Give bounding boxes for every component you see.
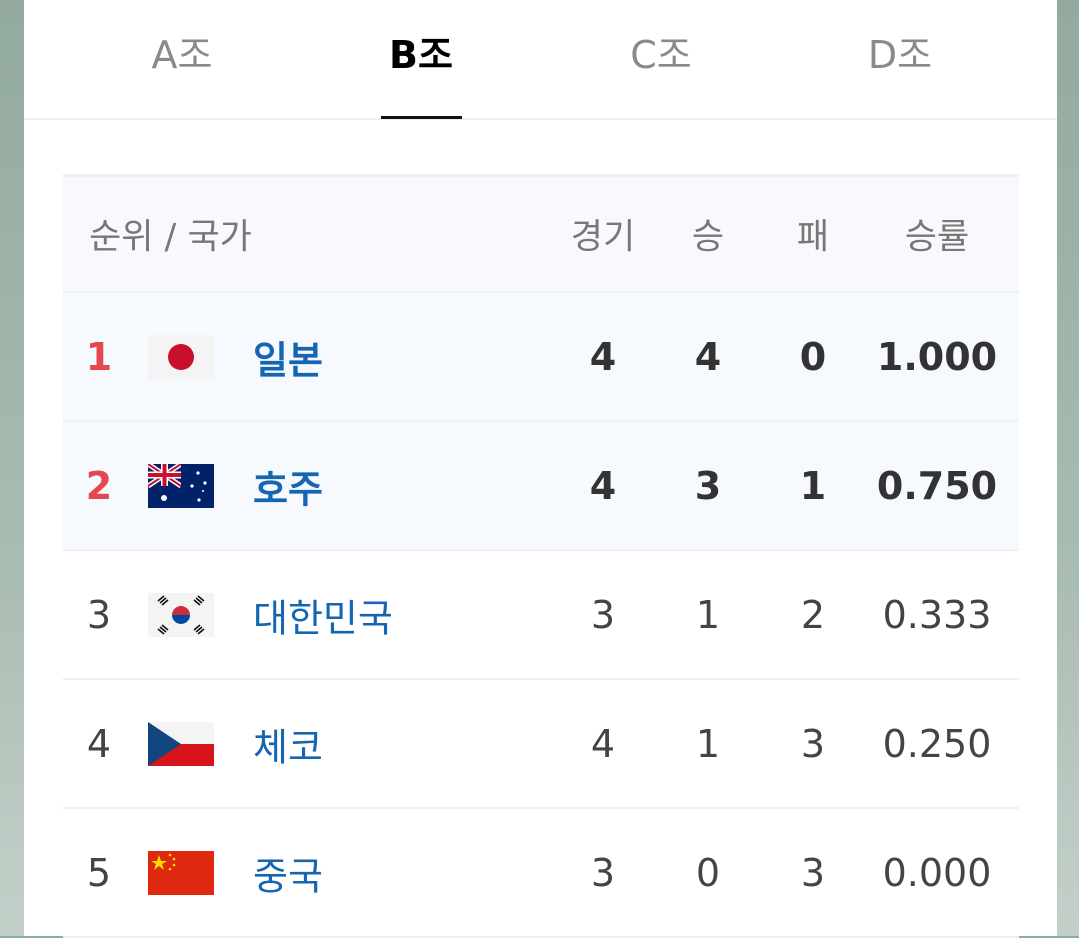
rank: 3 — [86, 592, 112, 637]
wins: 0 — [695, 850, 721, 895]
wins: 4 — [694, 334, 722, 379]
table-header: 순위 / 국가 경기 승 패 승률 — [63, 174, 1019, 291]
win-pct: 0.333 — [882, 592, 992, 637]
header-pct: 승률 — [904, 217, 970, 258]
games: 4 — [589, 334, 617, 379]
active-tab-indicator — [381, 116, 462, 119]
games: 3 — [590, 850, 616, 895]
team-name[interactable]: 호주 — [253, 467, 323, 511]
table-row[interactable]: 3 대한민국 3 1 2 0.333 — [63, 549, 1019, 678]
table-row[interactable]: 5 중국 3 0 3 0.000 — [63, 807, 1019, 938]
wins: 1 — [695, 592, 721, 637]
team-name[interactable]: 체코 — [253, 725, 323, 769]
losses: 3 — [800, 721, 826, 766]
standings-card: A조 B조 C조 D조 순위 / 국가 경기 승 패 승률 1 일본 4 4 0… — [24, 0, 1057, 938]
china-flag-icon — [148, 850, 214, 895]
wins: 3 — [694, 463, 722, 508]
team-name[interactable]: 중국 — [253, 854, 323, 898]
tab-group-d[interactable]: D조 — [867, 33, 933, 77]
win-pct: 0.250 — [882, 721, 992, 766]
table-row[interactable]: 1 일본 4 4 0 1.000 — [63, 291, 1019, 420]
header-losses: 패 — [796, 217, 830, 258]
win-pct: 1.000 — [876, 334, 998, 379]
rank: 5 — [86, 850, 112, 895]
games: 3 — [590, 592, 616, 637]
tab-group-a[interactable]: A조 — [151, 33, 213, 77]
games: 4 — [590, 721, 616, 766]
japan-flag-icon — [148, 334, 214, 379]
win-pct: 0.000 — [882, 850, 992, 895]
header-team: 순위 / 국가 — [89, 217, 252, 258]
losses: 0 — [799, 334, 827, 379]
win-pct: 0.750 — [876, 463, 998, 508]
australia-flag-icon — [148, 463, 214, 508]
losses: 1 — [799, 463, 827, 508]
tab-group-c[interactable]: C조 — [630, 33, 692, 77]
rank: 4 — [86, 721, 112, 766]
wins: 1 — [695, 721, 721, 766]
games: 4 — [589, 463, 617, 508]
tab-group-b[interactable]: B조 — [389, 33, 453, 77]
team-name[interactable]: 대한민국 — [253, 596, 393, 640]
table-row[interactable]: 4 체코 4 1 3 0.250 — [63, 678, 1019, 807]
header-wins: 승 — [691, 217, 725, 258]
rank: 1 — [85, 334, 113, 379]
czech-flag-icon — [148, 721, 214, 766]
group-tabs: A조 B조 C조 D조 — [24, 0, 1057, 120]
header-games: 경기 — [570, 217, 636, 258]
losses: 2 — [800, 592, 826, 637]
south-korea-flag-icon — [148, 592, 214, 637]
table-row[interactable]: 2 호주 4 3 1 0.750 — [63, 420, 1019, 549]
losses: 3 — [800, 850, 826, 895]
rank: 2 — [85, 463, 113, 508]
standings-table: 순위 / 국가 경기 승 패 승률 1 일본 4 4 0 1.000 2 호주 … — [63, 174, 1019, 938]
team-name[interactable]: 일본 — [253, 338, 323, 382]
